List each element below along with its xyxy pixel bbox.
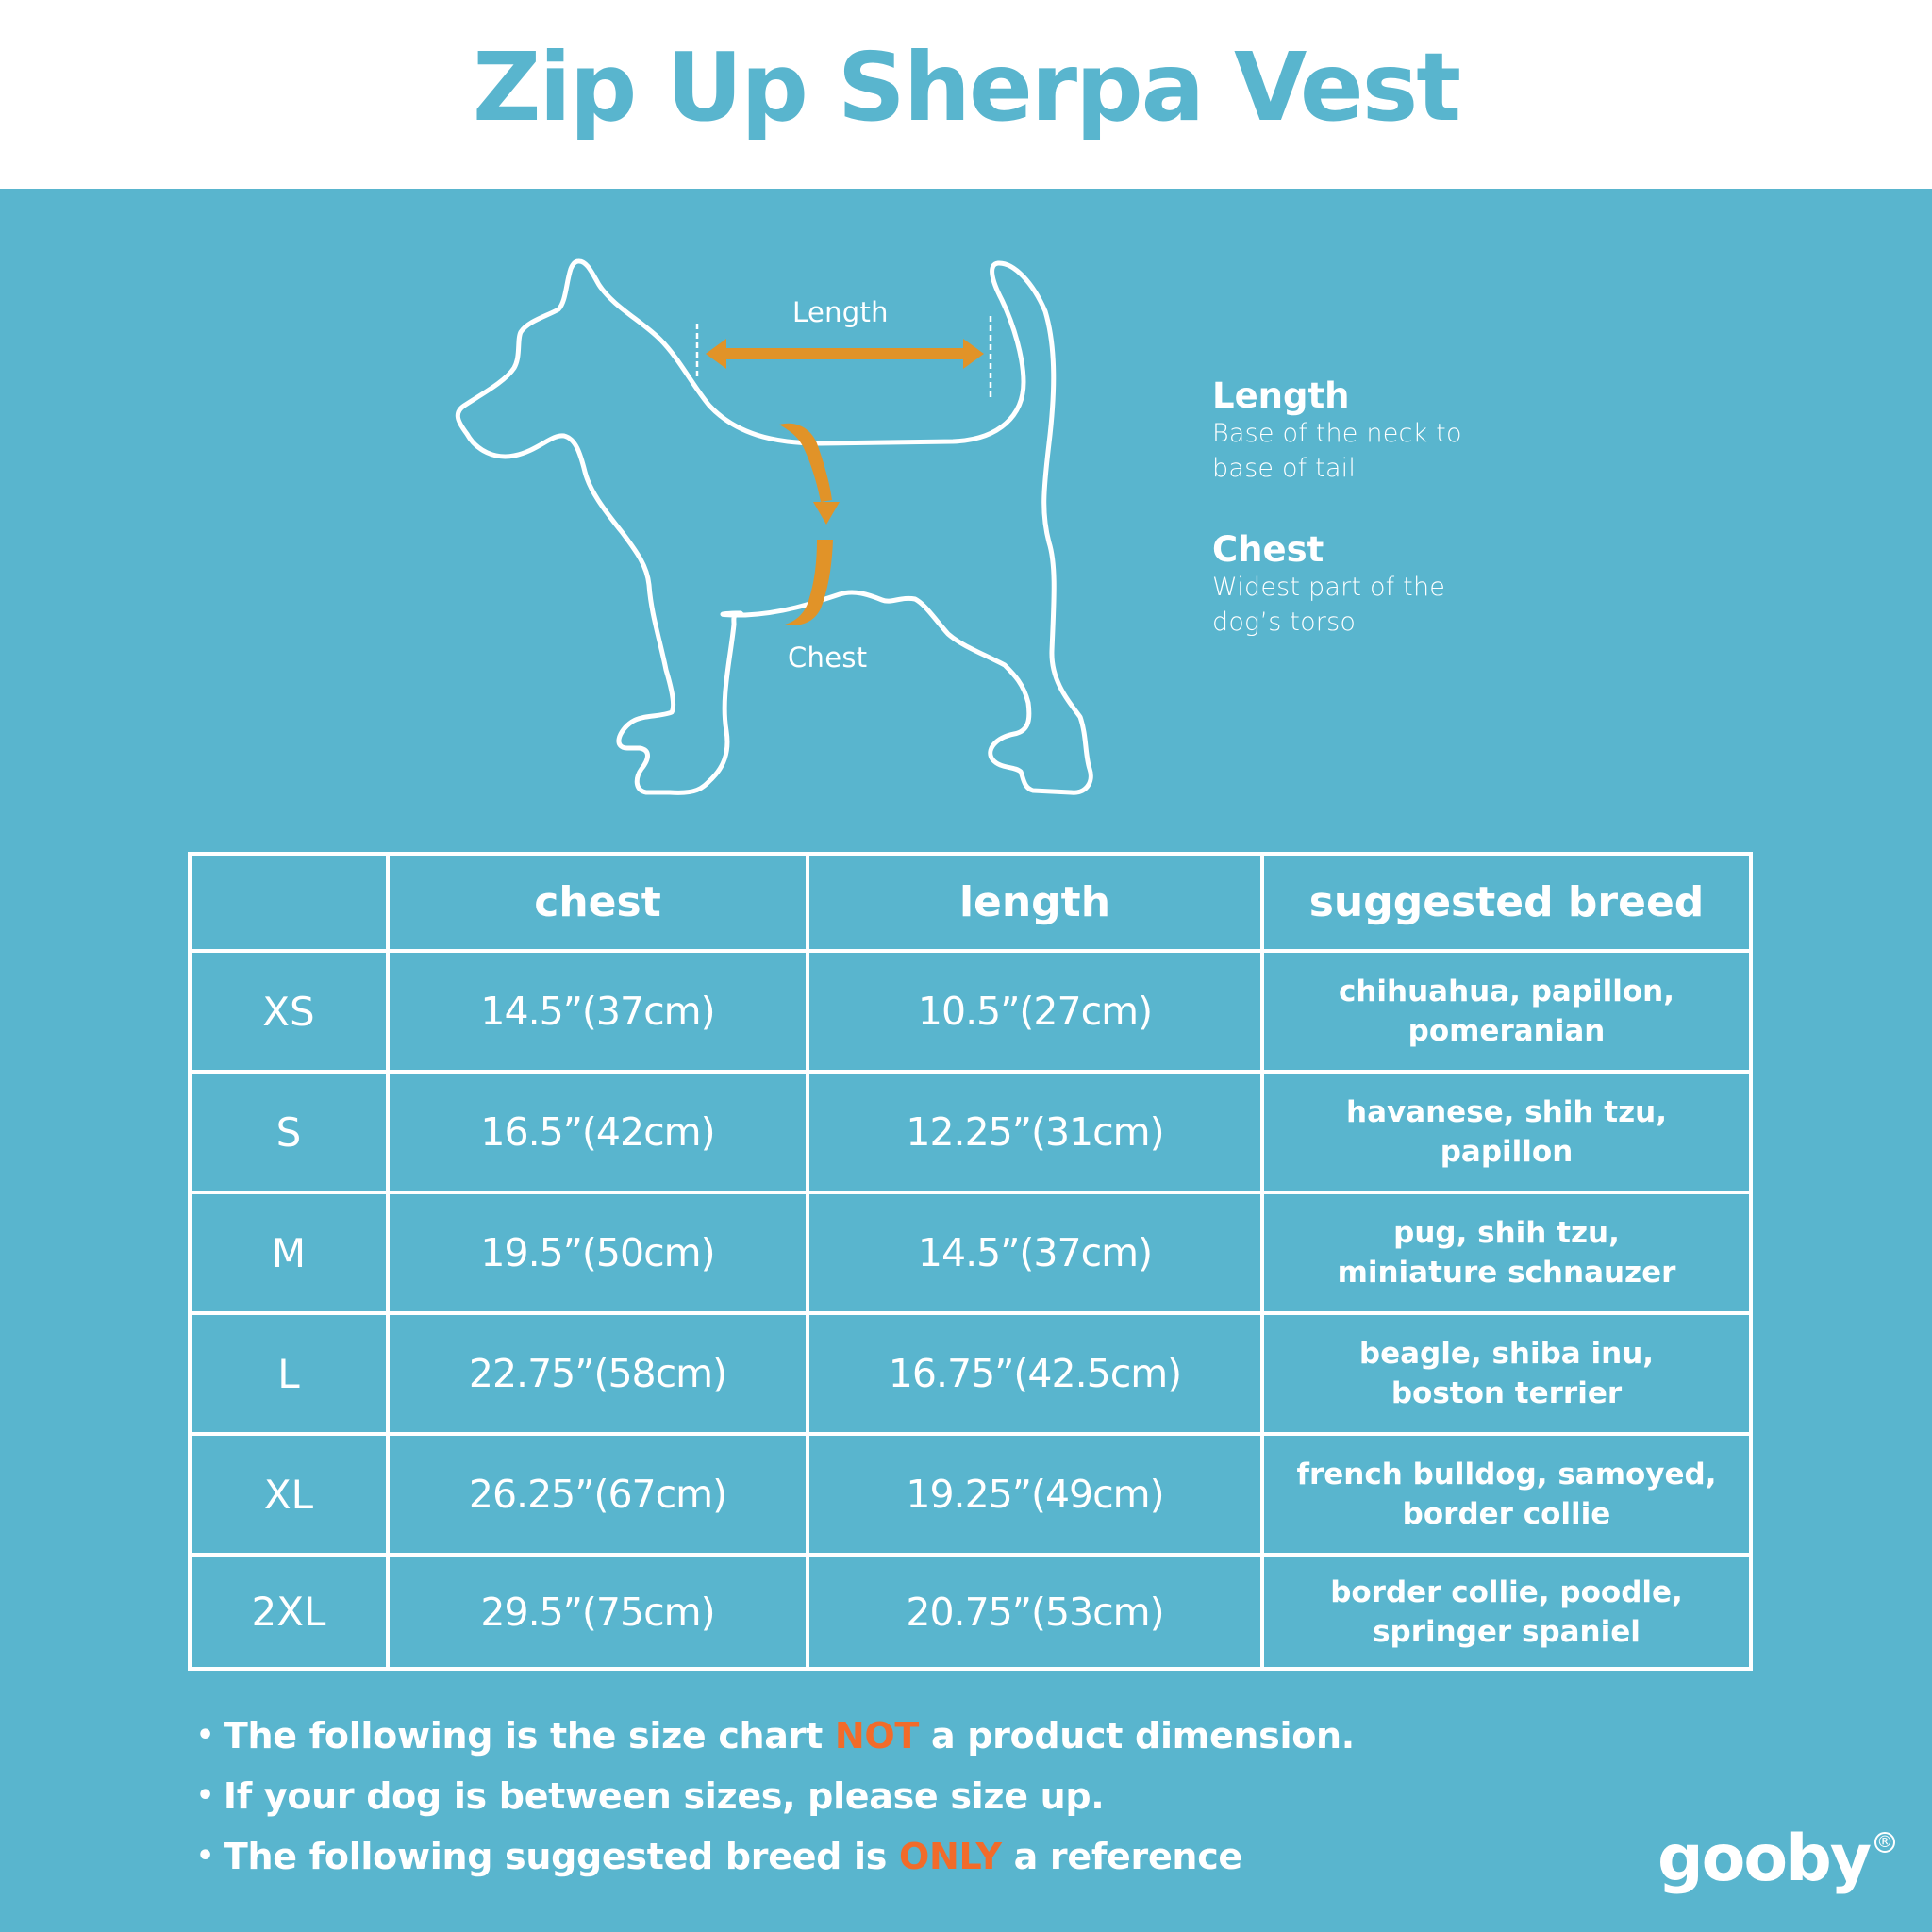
diagram-length-label: Length xyxy=(792,296,889,328)
length-cell: 19.25”(49cm) xyxy=(806,1432,1264,1557)
breed-line: havanese, shih tzu, xyxy=(1346,1095,1667,1129)
note-text: The following suggested breed is xyxy=(223,1836,899,1877)
breed-cell: pug, shih tzu, miniature schnauzer xyxy=(1260,1191,1753,1315)
breed-line: border collie, poodle, xyxy=(1330,1574,1683,1609)
legend-desc-line: Base of the neck to xyxy=(1212,418,1462,448)
length-cell: 20.75”(53cm) xyxy=(806,1553,1264,1671)
gooby-logo: gooby xyxy=(1657,1822,1872,1896)
table-row: XS 14.5”(37cm) 10.5”(27cm) chihuahua, pa… xyxy=(188,949,1753,1074)
breed-cell: french bulldog, samoyed, border collie xyxy=(1260,1432,1753,1557)
length-cell: 12.25”(31cm) xyxy=(806,1070,1264,1194)
chest-cell: 29.5”(75cm) xyxy=(386,1553,809,1671)
note-text: If your dog is between sizes, please siz… xyxy=(223,1775,1105,1817)
table-row: L 22.75”(58cm) 16.75”(42.5cm) beagle, sh… xyxy=(188,1311,1753,1436)
notes-list: • The following is the size chart NOT a p… xyxy=(196,1706,1355,1887)
bullet-icon: • xyxy=(196,1840,214,1873)
breed-line: papillon xyxy=(1440,1135,1574,1169)
size-cell: XL xyxy=(188,1432,390,1557)
breed-line: miniature schnauzer xyxy=(1337,1256,1676,1290)
breed-line: springer spaniel xyxy=(1373,1614,1641,1649)
size-chart-table: chest length suggested breed XS 14.5”(37… xyxy=(188,852,1753,1671)
breed-cell: border collie, poodle, springer spaniel xyxy=(1260,1553,1753,1671)
registered-mark-icon: ® xyxy=(1874,1832,1895,1853)
table-row: 2XL 29.5”(75cm) 20.75”(53cm) border coll… xyxy=(188,1553,1753,1671)
header-length: length xyxy=(806,852,1264,953)
bullet-icon: • xyxy=(196,1719,214,1752)
table-row: XL 26.25”(67cm) 19.25”(49cm) french bull… xyxy=(188,1432,1753,1557)
dog-outline-icon xyxy=(455,258,1093,795)
table-header-row: chest length suggested breed xyxy=(188,852,1753,953)
note-item: • If your dog is between sizes, please si… xyxy=(196,1766,1355,1826)
size-cell: L xyxy=(188,1311,390,1436)
note-highlight: ONLY xyxy=(898,1836,1002,1877)
length-cell: 14.5”(37cm) xyxy=(806,1191,1264,1315)
note-text: The following is the size chart xyxy=(223,1715,835,1757)
chest-cell: 26.25”(67cm) xyxy=(386,1432,809,1557)
table-row: M 19.5”(50cm) 14.5”(37cm) pug, shih tzu,… xyxy=(188,1191,1753,1315)
diagram-chest-label: Chest xyxy=(788,641,868,674)
legend-item-chest: Chest Widest part of the dog’s torso xyxy=(1212,529,1446,640)
legend-desc-line: base of tail xyxy=(1212,453,1357,483)
breed-cell: chihuahua, papillon, pomeranian xyxy=(1260,949,1753,1074)
breed-line: border collie xyxy=(1402,1497,1611,1531)
bullet-icon: • xyxy=(196,1779,214,1812)
header-bar: Zip Up Sherpa Vest xyxy=(0,0,1932,189)
breed-cell: beagle, shiba inu, boston terrier xyxy=(1260,1311,1753,1436)
breed-line: pomeranian xyxy=(1407,1014,1606,1048)
length-arrow-icon xyxy=(706,339,984,369)
legend-desc-line: Widest part of the xyxy=(1212,572,1446,602)
breed-line: french bulldog, samoyed, xyxy=(1296,1457,1717,1491)
size-cell: 2XL xyxy=(188,1553,390,1671)
chest-cell: 16.5”(42cm) xyxy=(386,1070,809,1194)
header-chest: chest xyxy=(386,852,809,953)
note-item: • The following is the size chart NOT a p… xyxy=(196,1706,1355,1766)
note-text: a product dimension. xyxy=(919,1715,1355,1757)
breed-cell: havanese, shih tzu, papillon xyxy=(1260,1070,1753,1194)
chest-cell: 22.75”(58cm) xyxy=(386,1311,809,1436)
note-item: • The following suggested breed is ONLY a… xyxy=(196,1826,1355,1887)
page-title: Zip Up Sherpa Vest xyxy=(472,32,1461,142)
legend-item-length: Length Base of the neck to base of tail xyxy=(1212,375,1462,486)
legend-desc-line: dog’s torso xyxy=(1212,607,1357,637)
length-cell: 10.5”(27cm) xyxy=(806,949,1264,1074)
size-cell: XS xyxy=(188,949,390,1074)
legend-title: Length xyxy=(1212,375,1350,416)
note-highlight: NOT xyxy=(834,1715,920,1757)
header-size xyxy=(188,852,390,953)
legend-title: Chest xyxy=(1212,529,1324,570)
chest-cell: 14.5”(37cm) xyxy=(386,949,809,1074)
size-cell: S xyxy=(188,1070,390,1194)
header-suggested-breed: suggested breed xyxy=(1260,852,1753,953)
breed-line: chihuahua, papillon, xyxy=(1338,974,1675,1008)
table-row: S 16.5”(42cm) 12.25”(31cm) havanese, shi… xyxy=(188,1070,1753,1194)
breed-line: beagle, shiba inu, xyxy=(1358,1337,1655,1371)
chest-cell: 19.5”(50cm) xyxy=(386,1191,809,1315)
breed-line: pug, shih tzu, xyxy=(1393,1216,1620,1250)
length-cell: 16.75”(42.5cm) xyxy=(806,1311,1264,1436)
size-cell: M xyxy=(188,1191,390,1315)
breed-line: boston terrier xyxy=(1391,1376,1623,1410)
chest-arrow-icon xyxy=(779,423,840,625)
note-text: a reference xyxy=(1001,1836,1243,1877)
